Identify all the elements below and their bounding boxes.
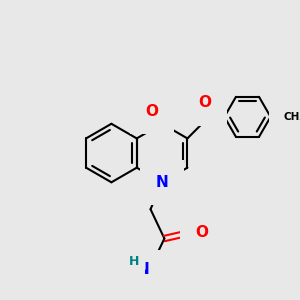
Text: O: O [199, 95, 212, 110]
Text: CH₃: CH₃ [284, 112, 300, 122]
Text: N: N [136, 262, 149, 277]
Text: O: O [196, 225, 208, 240]
Text: N: N [156, 175, 169, 190]
Text: H: H [128, 255, 139, 268]
Text: O: O [146, 104, 159, 119]
